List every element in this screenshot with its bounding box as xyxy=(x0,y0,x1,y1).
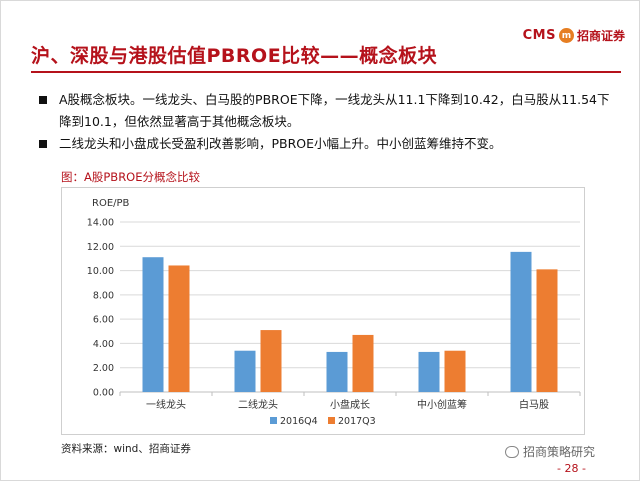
figure-caption: 图：A股PBROE分概念比较 xyxy=(61,170,200,184)
x-category-label: 白马股 xyxy=(519,398,549,411)
y-tick-label: 8.00 xyxy=(93,290,114,301)
bullet-text: 二线龙头和小盘成长受盈利改善影响，PBROE小幅上升。中小创蓝筹维持不变。 xyxy=(59,136,502,151)
bullet-square-icon xyxy=(39,96,47,104)
legend-label-2016Q4: 2016Q4 xyxy=(280,416,318,427)
bar-2017Q3-0 xyxy=(168,265,190,392)
logo-cms-text: CMS xyxy=(522,28,556,43)
y-tick-label: 14.00 xyxy=(87,218,114,229)
bar-2016Q4-2 xyxy=(326,351,348,392)
y-tick-label: 10.00 xyxy=(87,266,114,277)
chart-container: ROE/PB 0.00 2.00 4.00 6.00 8.00 10.00 12.00 14.0… xyxy=(61,187,585,435)
y-axis-label: ROE/PB xyxy=(92,198,130,209)
bar-2016Q4-3 xyxy=(418,351,440,392)
legend-label-2017Q3: 2017Q3 xyxy=(338,416,376,427)
bullet-item: A股概念板块。一线龙头、白马股的PBROE下降，一线龙头从11.1下降到10.4… xyxy=(39,89,619,133)
x-category-label: 中小创蓝筹 xyxy=(417,398,467,411)
bullet-list: A股概念板块。一线龙头、白马股的PBROE下降，一线龙头从11.1下降到10.4… xyxy=(39,89,619,155)
wechat-icon xyxy=(505,445,519,458)
watermark: 招商策略研究 xyxy=(505,443,595,460)
logo-company-name: 招商证券 xyxy=(576,29,625,43)
x-category-label: 一线龙头 xyxy=(146,398,186,411)
bar-2016Q4-4 xyxy=(510,251,532,392)
legend-swatch-2016Q4 xyxy=(270,417,277,424)
bullet-square-icon xyxy=(39,140,47,148)
bar-2017Q3-3 xyxy=(444,350,466,392)
x-category-label: 小盘成长 xyxy=(330,398,370,411)
brand-logo: CMS m 招商证券 xyxy=(523,27,625,44)
bar-chart: ROE/PB 0.00 2.00 4.00 6.00 8.00 10.00 12.00 14.0… xyxy=(87,198,581,427)
y-tick-label: 0.00 xyxy=(93,388,114,399)
bullet-item: 二线龙头和小盘成长受盈利改善影响，PBROE小幅上升。中小创蓝筹维持不变。 xyxy=(39,133,619,155)
title-divider xyxy=(31,71,621,73)
source-note: 资料来源：wind、招商证券 xyxy=(61,443,191,455)
bar-2016Q4-1 xyxy=(234,350,256,392)
bar-2016Q4-0 xyxy=(142,257,164,392)
page-title: 沪、深股与港股估值PBROE比较——概念板块 xyxy=(31,45,438,67)
bar-2017Q3-4 xyxy=(536,269,558,392)
page-number: - 28 - xyxy=(557,462,586,475)
logo-mark-icon: m xyxy=(558,28,574,43)
y-tick-label: 6.00 xyxy=(93,315,114,326)
bar-2017Q3-2 xyxy=(352,334,374,392)
watermark-text: 招商策略研究 xyxy=(523,445,596,459)
y-tick-label: 4.00 xyxy=(93,339,114,350)
y-tick-label: 12.00 xyxy=(87,242,114,253)
y-tick-label: 2.00 xyxy=(93,363,114,374)
x-category-label: 二线龙头 xyxy=(238,398,278,411)
legend-swatch-2017Q3 xyxy=(328,417,335,424)
bullet-text: A股概念板块。一线龙头、白马股的PBROE下降，一线龙头从11.1下降到10.4… xyxy=(59,92,610,129)
bar-2017Q3-1 xyxy=(260,330,282,392)
